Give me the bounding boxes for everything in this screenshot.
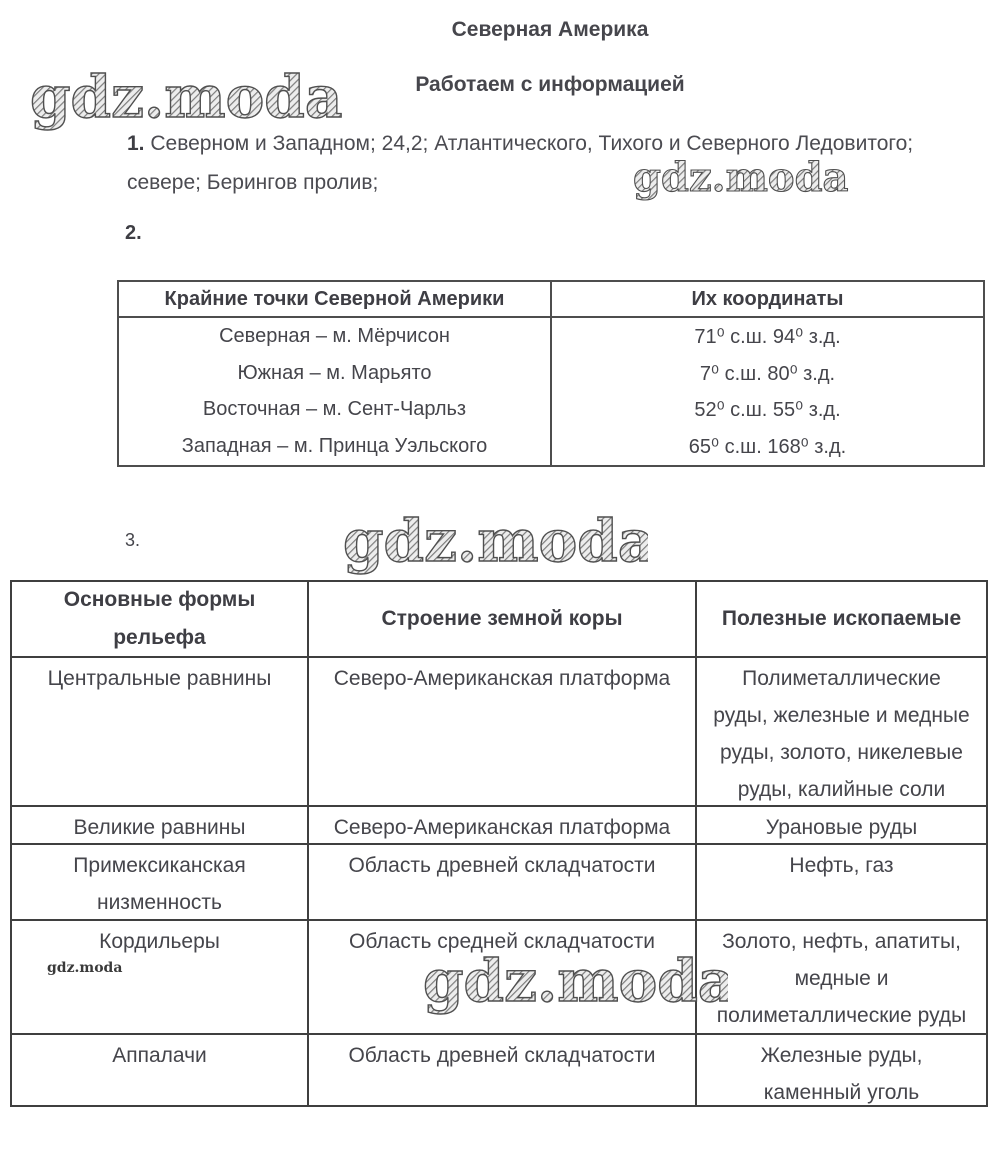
relief-cell: Великие равнины xyxy=(12,807,309,843)
table-header-row: Крайние точки Северной Америки Их коорди… xyxy=(119,282,983,318)
crust-cell: Область древней складчатости xyxy=(309,1035,697,1105)
point-cell: Западная – м. Принца Уэльского xyxy=(119,428,552,465)
table-row: Северная – м. Мёрчисон 71⁰ с.ш. 94⁰ з.д. xyxy=(119,318,983,355)
extreme-points-table: Крайние точки Северной Америки Их коорди… xyxy=(117,280,985,467)
header-coordinates: Их координаты xyxy=(691,287,844,310)
table-row: Центральные равнины Северо-Американская … xyxy=(12,658,986,807)
table-body: Северная – м. Мёрчисон 71⁰ с.ш. 94⁰ з.д.… xyxy=(119,318,983,465)
gdz-moda-watermark-small: gdz.moda xyxy=(47,960,123,976)
point-cell: Северная – м. Мёрчисон xyxy=(119,318,552,355)
table-row: Великие равнины Северо-Американская плат… xyxy=(12,807,986,845)
minerals-cell: Полиметаллические руды, железные и медны… xyxy=(713,667,970,801)
item-3-number: 3. xyxy=(125,530,141,550)
table-row: Аппалачи Область древней складчатости Же… xyxy=(12,1035,986,1105)
coords-cell: 71⁰ с.ш. 94⁰ з.д. xyxy=(694,325,841,348)
table-row: Западная – м. Принца Уэльского 65⁰ с.ш. … xyxy=(119,428,983,465)
item-1-number: 1. xyxy=(127,132,145,155)
crust-cell: Область средней складчатости xyxy=(309,921,697,1033)
table-row: Южная – м. Марьято 7⁰ с.ш. 80⁰ з.д. xyxy=(119,354,983,392)
header-relief-forms: Основные формы рельефа xyxy=(12,582,309,656)
coords-cell: 7⁰ с.ш. 80⁰ з.д. xyxy=(699,362,836,385)
table-row: Примексиканская низменность Область древ… xyxy=(12,845,986,921)
relief-cell: Аппалачи xyxy=(12,1035,309,1105)
crust-cell: Северо-Американская платформа xyxy=(309,807,697,843)
answer-item-1: 1. Северном и Западном; 24,2; Атлантичес… xyxy=(127,124,957,202)
point-cell: Южная – м. Марьято xyxy=(119,354,552,392)
minerals-cell: Золото, нефть, апатиты, медные и полимет… xyxy=(716,930,967,1027)
header-minerals: Полезные ископаемые xyxy=(721,607,962,630)
item-2-number: 2. xyxy=(125,222,142,244)
relief-cell: Примексиканская низменность xyxy=(12,845,309,919)
point-cell: Восточная – м. Сент-Чарльз xyxy=(119,391,552,429)
minerals-cell: Железные руды, каменный уголь xyxy=(760,1044,923,1104)
table-header-row: Основные формы рельефа Строение земной к… xyxy=(12,582,986,658)
section-subtitle: Работаем с информацией xyxy=(415,73,685,96)
coords-cell: 65⁰ с.ш. 168⁰ з.д. xyxy=(688,436,847,459)
table-row: Восточная – м. Сент-Чарльз 52⁰ с.ш. 55⁰ … xyxy=(119,391,983,429)
relief-cell: Кордильеры xyxy=(12,921,309,1033)
gdz-moda-watermark: gdz.moda xyxy=(342,506,648,575)
header-extreme-points: Крайние точки Северной Америки xyxy=(119,282,552,316)
watermark-text: gdz.moda xyxy=(343,507,648,575)
minerals-cell: Нефть, газ xyxy=(789,854,894,877)
item-1-text-line2: севере; Берингов пролив; xyxy=(127,171,379,194)
relief-cell: Центральные равнины xyxy=(12,658,309,805)
item-1-text-line1: Северном и Западном; 24,2; Атлантическог… xyxy=(150,132,914,155)
relief-table: Основные формы рельефа Строение земной к… xyxy=(10,580,988,1107)
table-row: Кордильеры Область средней складчатости … xyxy=(12,921,986,1035)
crust-cell: Область древней складчатости xyxy=(309,845,697,919)
crust-cell: Северо-Американская платформа xyxy=(309,658,697,805)
minerals-cell: Урановые руды xyxy=(765,816,918,839)
page-title: Северная Америка xyxy=(451,18,649,41)
header-crust-structure: Строение земной коры xyxy=(309,582,697,656)
coords-cell: 52⁰ с.ш. 55⁰ з.д. xyxy=(694,399,841,422)
